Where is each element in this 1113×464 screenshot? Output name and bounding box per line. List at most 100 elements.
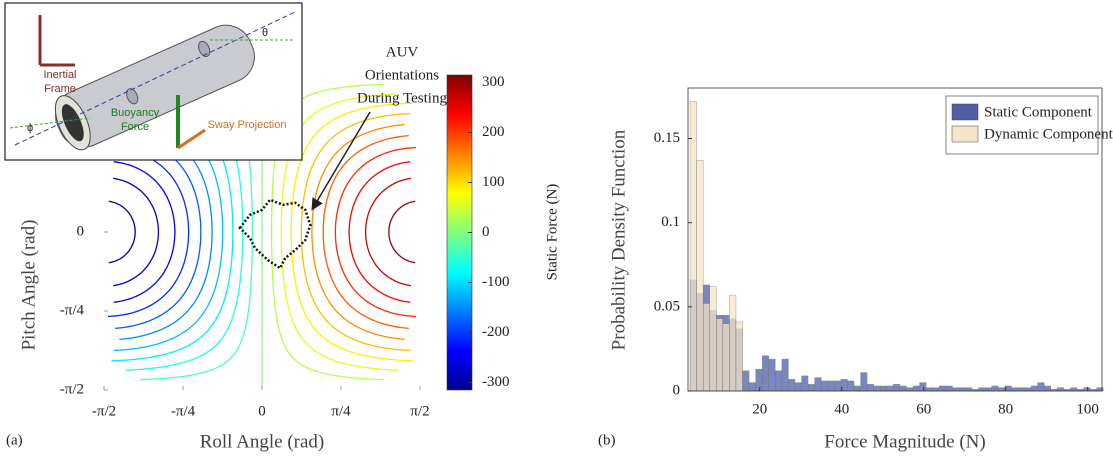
histogram-bar [722,323,730,392]
x-tick-label: π/4 [331,403,351,419]
histogram-bar [978,387,986,392]
inset-label: Frame [44,83,76,95]
histogram-bar [906,387,914,392]
colorbar-tick-label: 0 [482,224,490,240]
x-tick-label: 100 [1076,401,1099,417]
histogram-bar [847,380,855,392]
x-tick-label: 40 [834,401,849,417]
contour-line [107,146,190,318]
histogram-bar [696,160,704,392]
sway-arrow [177,128,206,150]
contour-line [115,134,202,330]
histogram-bar [1070,387,1078,392]
histogram-bar [1037,382,1045,392]
histogram-bar [880,385,888,392]
histogram-bar [729,294,737,392]
colorbar [446,74,473,391]
histogram-bar [1044,385,1051,392]
histogram-bar [1030,385,1038,392]
histogram-bar [768,358,776,392]
histogram-bar [912,385,920,392]
inset-label: ϕ [27,122,33,134]
histogram-bar [814,377,822,392]
propeller [61,104,84,142]
contour-line [311,123,405,341]
histogram-bar [958,387,966,392]
histogram-bar [775,370,783,392]
y-tick-label: 0.15 [654,130,680,146]
body-axis [14,11,296,146]
vehicle-drawing [54,24,255,151]
histogram-bar [925,387,933,392]
histogram-bar [893,384,901,392]
histogram-bar [702,303,710,392]
histogram-bar [939,385,947,392]
contour-line [364,177,411,287]
histogram-bar [952,387,960,392]
horizontal-ref [9,117,91,129]
contour-line [348,161,411,303]
inset-label: Inertial [43,69,76,81]
y-tick-label: -π/2 [60,381,84,397]
histogram-bar [965,387,973,392]
contour-line [300,112,411,352]
histogram-bar [1017,387,1025,392]
x-tick-label: -π/4 [171,403,196,419]
colorbar-tick-label: -100 [482,274,510,290]
legend-swatch [951,103,979,121]
y-axis-label: Probability Density Function [608,129,629,350]
histogram-bar [1057,387,1065,392]
histogram-bar [1011,387,1019,392]
x-tick-label: 60 [916,401,931,417]
contour-line [388,200,416,264]
histogram-bar [984,387,992,392]
annotation: AUV [386,44,419,60]
y-tick-label: 0 [673,382,681,398]
port [126,88,139,105]
annotation-arrow [311,111,371,211]
y-tick-label: 0.05 [654,298,680,314]
histogram-bar [873,385,881,392]
x-axis-label: Roll Angle (rad) [200,431,325,452]
inset-label: Sway Projection [208,119,287,131]
histogram-bar [709,286,717,392]
colorbar-label: Static Force (N) [544,184,560,281]
x-tick-label: 80 [998,401,1013,417]
histogram-bar [755,368,763,392]
panel-label: (a) [6,432,23,448]
contour-line [108,200,136,264]
histogram-bar [735,321,743,392]
x-tick-label: -π/2 [92,403,116,419]
y-axis-label: Pitch Angle (rad) [18,220,39,351]
panel-label: (b) [598,432,616,448]
orientation-trace [238,198,312,271]
histogram-bar [886,385,894,392]
colorbar-tick-label: 100 [482,174,505,190]
port [198,40,211,58]
inset-label: Buoyancy [111,107,160,119]
inset-label: θ [262,27,268,39]
annotation: Orientations [365,67,439,83]
colorbar-tick-label: -200 [482,324,510,340]
histogram-bar [781,358,789,392]
colorbar-tick-label: 300 [482,74,505,90]
histogram-bar [788,379,796,392]
contour-line [322,134,409,330]
histogram-bar [689,101,697,392]
inset-label: Force [121,121,149,133]
histogram-bar [748,382,756,392]
y-tick-label: 0.1 [661,214,680,230]
histogram-bar [853,385,861,392]
histogram-bar [998,387,1006,392]
x-tick-label: π/2 [410,403,429,419]
histogram-bar [945,385,953,392]
annotation: During Testing [357,90,447,106]
contour-line [113,161,176,303]
histogram-bar [742,370,750,392]
histogram-bar [716,318,724,392]
legend-label: Dynamic Component [984,126,1113,142]
x-tick-label: 0 [258,403,266,419]
histogram-bar [919,382,927,392]
histogram-bar [1024,387,1032,392]
